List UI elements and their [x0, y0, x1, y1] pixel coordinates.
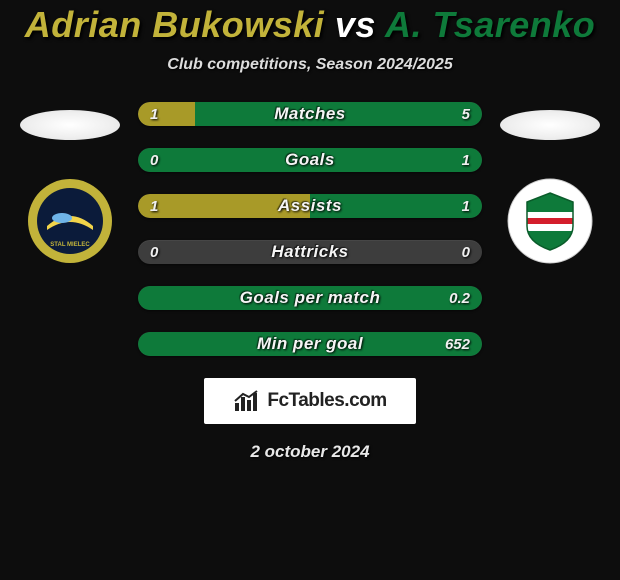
stats-column: 15Matches 01Goals 11Assists 00Hattricks 0.2G… — [138, 102, 482, 356]
bar-chart-icon — [233, 389, 261, 413]
stat-bar: 652Min per goal — [138, 332, 482, 356]
left-club-badge: STAL MIELEC — [27, 178, 113, 264]
left-avatar-placeholder — [20, 110, 120, 140]
stat-label: Matches — [138, 102, 482, 126]
svg-text:STAL MIELEC: STAL MIELEC — [50, 242, 90, 248]
stat-bar: 15Matches — [138, 102, 482, 126]
stat-bar: 00Hattricks — [138, 240, 482, 264]
comparison-row: STAL MIELEC 15Matches 01Goals 11Assists 00H… — [0, 102, 620, 356]
stat-label: Assists — [138, 194, 482, 218]
branding-badge: FcTables.com — [204, 378, 416, 424]
title-vs: vs — [335, 4, 376, 45]
subtitle: Club competitions, Season 2024/2025 — [0, 56, 620, 74]
title-player1: Adrian Bukowski — [25, 4, 325, 45]
right-avatar-placeholder — [500, 110, 600, 140]
branding-text: FcTables.com — [267, 390, 386, 412]
stat-bar: 01Goals — [138, 148, 482, 172]
stat-bar: 0.2Goals per match — [138, 286, 482, 310]
stat-label: Goals per match — [138, 286, 482, 310]
stat-label: Min per goal — [138, 332, 482, 356]
stat-label: Hattricks — [138, 240, 482, 264]
date-label: 2 october 2024 — [0, 442, 620, 462]
page-title: Adrian Bukowski vs A. Tsarenko — [0, 4, 620, 46]
left-player-column: STAL MIELEC — [20, 102, 120, 264]
stat-bar: 11Assists — [138, 194, 482, 218]
stat-label: Goals — [138, 148, 482, 172]
right-club-badge — [507, 178, 593, 264]
title-player2: A. Tsarenko — [385, 4, 595, 45]
right-player-column — [500, 102, 600, 264]
